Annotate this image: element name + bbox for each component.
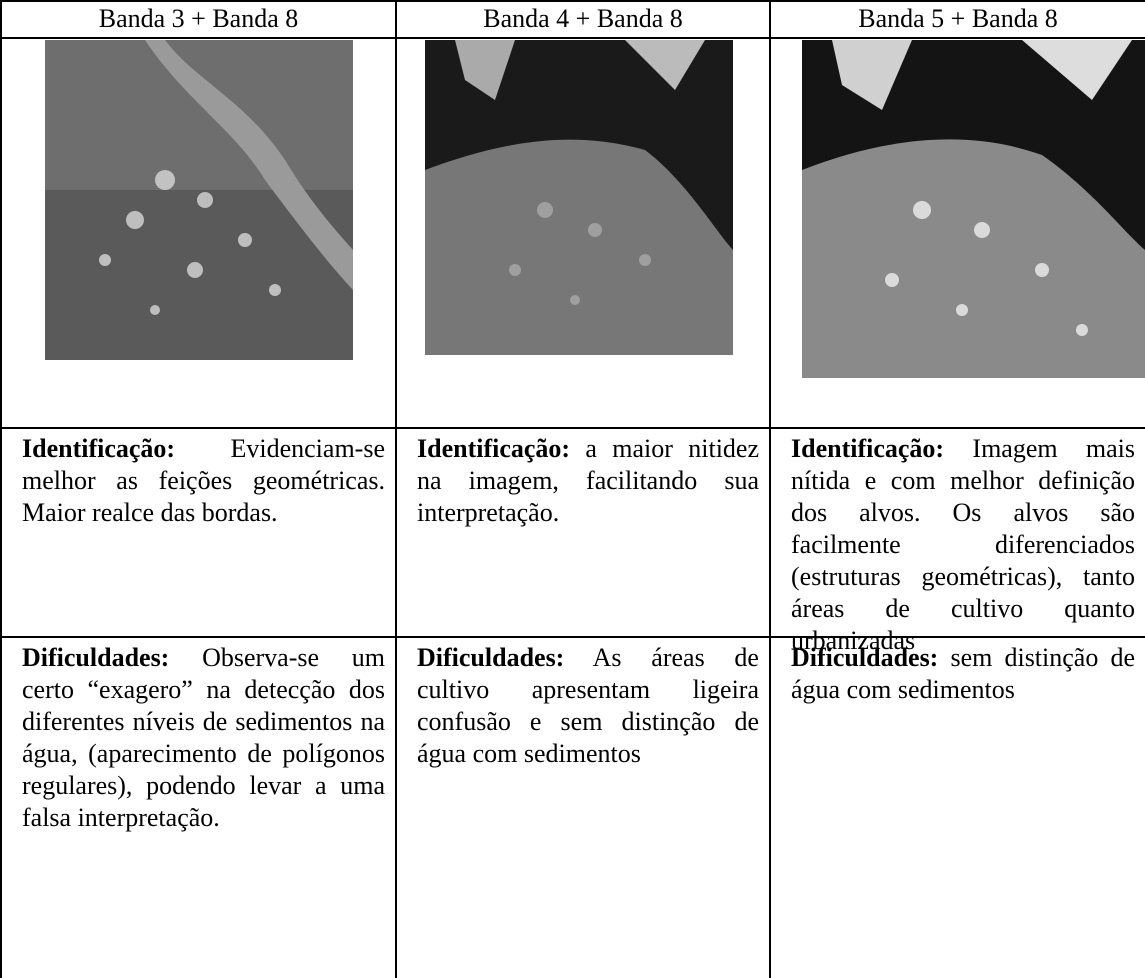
identification-cell: Identificação: Imagem mais nítida e com … xyxy=(771,429,1145,657)
satellite-image xyxy=(425,40,733,355)
satellite-image xyxy=(45,40,353,360)
label: Identificação: xyxy=(417,434,571,463)
column-header: Banda 4 + Banda 8 xyxy=(483,4,683,33)
text: sem distinção de água com sedimentos xyxy=(791,643,1135,704)
difficulties-cell: Dificuldades: sem distinção de água com … xyxy=(771,638,1145,706)
difficulties-cell: Dificuldades: As áreas de cultivo aprese… xyxy=(397,638,769,770)
border xyxy=(0,636,1145,638)
label: Identificação: xyxy=(791,434,945,463)
column-header: Banda 3 + Banda 8 xyxy=(98,4,299,33)
text: a maior nitidez na imagem, facilitando s… xyxy=(417,434,760,527)
text: Evidenciam-se melhor as feições geométri… xyxy=(22,434,385,527)
border xyxy=(0,427,1145,429)
satellite-image xyxy=(802,40,1145,378)
border xyxy=(0,0,1145,2)
border xyxy=(0,0,2,978)
border xyxy=(769,0,771,978)
border xyxy=(395,0,397,978)
identification-cell: Identificação: a maior nitidez na imagem… xyxy=(397,429,769,529)
text: Observa-se um certo “exagero” na detecçã… xyxy=(22,643,385,832)
label: Dificuldades: xyxy=(417,643,565,672)
text: Imagem mais nítida e com melhor definiçã… xyxy=(791,434,1136,655)
label: Identificação: xyxy=(22,434,176,463)
label: Dificuldades: xyxy=(791,643,939,672)
difficulties-cell: Dificuldades: Observa-se um certo “exage… xyxy=(2,638,395,834)
identification-cell: Identificação: Evidenciam-se melhor as f… xyxy=(2,429,395,529)
border xyxy=(0,37,1145,39)
label: Dificuldades: xyxy=(22,643,170,672)
column-header: Banda 5 + Banda 8 xyxy=(858,4,1058,33)
text: As áreas de cultivo apresentam ligeira c… xyxy=(417,643,759,768)
